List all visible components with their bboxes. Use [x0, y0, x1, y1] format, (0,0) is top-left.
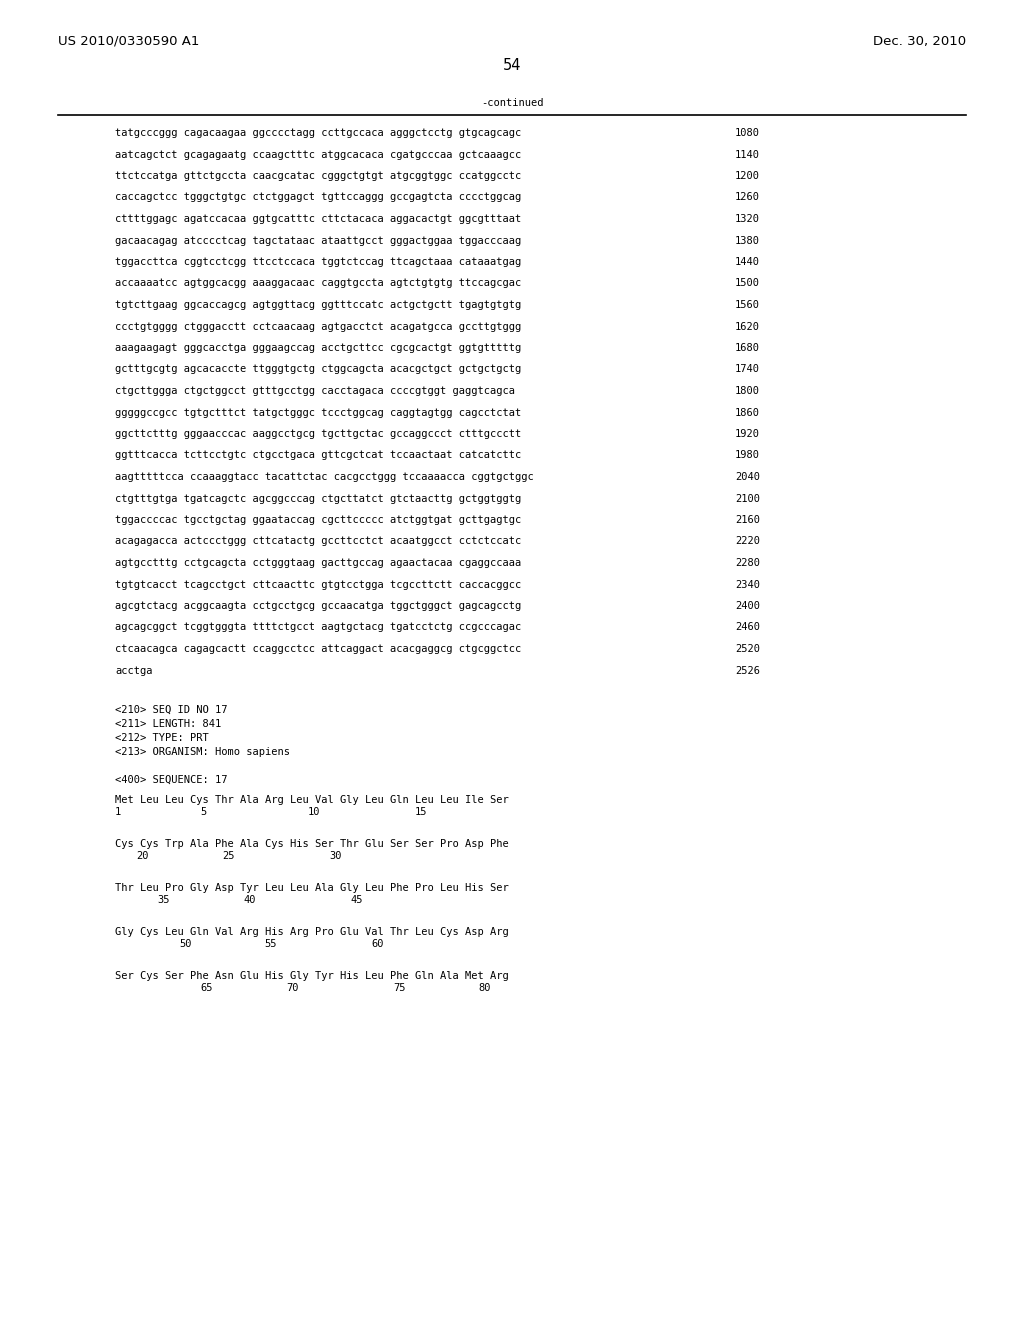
Text: 2160: 2160: [735, 515, 760, 525]
Text: ttctccatga gttctgccta caacgcatac cgggctgtgt atgcggtggc ccatggcctc: ttctccatga gttctgccta caacgcatac cgggctg…: [115, 172, 521, 181]
Text: <212> TYPE: PRT: <212> TYPE: PRT: [115, 733, 209, 743]
Text: tatgcccggg cagacaagaa ggcccctagg ccttgccaca agggctcctg gtgcagcagc: tatgcccggg cagacaagaa ggcccctagg ccttgcc…: [115, 128, 521, 139]
Text: 45: 45: [350, 895, 362, 906]
Text: 1740: 1740: [735, 364, 760, 375]
Text: 54: 54: [503, 58, 521, 73]
Text: 1080: 1080: [735, 128, 760, 139]
Text: 2340: 2340: [735, 579, 760, 590]
Text: 1560: 1560: [735, 300, 760, 310]
Text: agcagcggct tcggtgggta ttttctgcct aagtgctacg tgatcctctg ccgcccagac: agcagcggct tcggtgggta ttttctgcct aagtgct…: [115, 623, 521, 632]
Text: US 2010/0330590 A1: US 2010/0330590 A1: [58, 36, 200, 48]
Text: 1320: 1320: [735, 214, 760, 224]
Text: 80: 80: [479, 983, 492, 993]
Text: ctgcttggga ctgctggcct gtttgcctgg cacctagaca ccccgtggt gaggtcagca: ctgcttggga ctgctggcct gtttgcctgg cacctag…: [115, 385, 515, 396]
Text: accaaaatcc agtggcacgg aaaggacaac caggtgccta agtctgtgtg ttccagcgac: accaaaatcc agtggcacgg aaaggacaac caggtgc…: [115, 279, 521, 289]
Text: 35: 35: [158, 895, 170, 906]
Text: 2526: 2526: [735, 665, 760, 676]
Text: 2280: 2280: [735, 558, 760, 568]
Text: aatcagctct gcagagaatg ccaagctttc atggcacaca cgatgcccaa gctcaaagcc: aatcagctct gcagagaatg ccaagctttc atggcac…: [115, 149, 521, 160]
Text: Cys Cys Trp Ala Phe Ala Cys His Ser Thr Glu Ser Ser Pro Asp Phe: Cys Cys Trp Ala Phe Ala Cys His Ser Thr …: [115, 840, 509, 849]
Text: 1920: 1920: [735, 429, 760, 440]
Text: 2220: 2220: [735, 536, 760, 546]
Text: Gly Cys Leu Gln Val Arg His Arg Pro Glu Val Thr Leu Cys Asp Arg: Gly Cys Leu Gln Val Arg His Arg Pro Glu …: [115, 927, 509, 937]
Text: 70: 70: [286, 983, 299, 993]
Text: gacaacagag atcccctcag tagctataac ataattgcct gggactggaa tggacccaag: gacaacagag atcccctcag tagctataac ataattg…: [115, 235, 521, 246]
Text: 1980: 1980: [735, 450, 760, 461]
Text: ctgtttgtga tgatcagctc agcggcccag ctgcttatct gtctaacttg gctggtggtg: ctgtttgtga tgatcagctc agcggcccag ctgctta…: [115, 494, 521, 503]
Text: 25: 25: [222, 851, 234, 861]
Text: acctga: acctga: [115, 665, 153, 676]
Text: aagtttttcca ccaaaggtacc tacattctac cacgcctggg tccaaaacca cggtgctggc: aagtttttcca ccaaaggtacc tacattctac cacgc…: [115, 473, 534, 482]
Text: 15: 15: [415, 807, 427, 817]
Text: agcgtctacg acggcaagta cctgcctgcg gccaacatga tggctgggct gagcagcctg: agcgtctacg acggcaagta cctgcctgcg gccaaca…: [115, 601, 521, 611]
Text: 1500: 1500: [735, 279, 760, 289]
Text: 2400: 2400: [735, 601, 760, 611]
Text: 1: 1: [115, 807, 121, 817]
Text: ggcttctttg gggaacccac aaggcctgcg tgcttgctac gccaggccct ctttgccctt: ggcttctttg gggaacccac aaggcctgcg tgcttgc…: [115, 429, 521, 440]
Text: tggaccttca cggtcctcgg ttcctccaca tggtctccag ttcagctaaa cataaatgag: tggaccttca cggtcctcgg ttcctccaca tggtctc…: [115, 257, 521, 267]
Text: 1440: 1440: [735, 257, 760, 267]
Text: 40: 40: [244, 895, 256, 906]
Text: aaagaagagt gggcacctga gggaagccag acctgcttcc cgcgcactgt ggtgtttttg: aaagaagagt gggcacctga gggaagccag acctgct…: [115, 343, 521, 352]
Text: 2040: 2040: [735, 473, 760, 482]
Text: -continued: -continued: [480, 98, 544, 108]
Text: 2100: 2100: [735, 494, 760, 503]
Text: gctttgcgtg agcacaccte ttgggtgctg ctggcagcta acacgctgct gctgctgctg: gctttgcgtg agcacaccte ttgggtgctg ctggcag…: [115, 364, 521, 375]
Text: 60: 60: [372, 939, 384, 949]
Text: ccctgtgggg ctgggacctt cctcaacaag agtgacctct acagatgcca gccttgtggg: ccctgtgggg ctgggacctt cctcaacaag agtgacc…: [115, 322, 521, 331]
Text: <400> SEQUENCE: 17: <400> SEQUENCE: 17: [115, 775, 227, 785]
Text: <210> SEQ ID NO 17: <210> SEQ ID NO 17: [115, 705, 227, 715]
Text: <213> ORGANISM: Homo sapiens: <213> ORGANISM: Homo sapiens: [115, 747, 290, 756]
Text: caccagctcc tgggctgtgc ctctggagct tgttccaggg gccgagtcta cccctggcag: caccagctcc tgggctgtgc ctctggagct tgttcca…: [115, 193, 521, 202]
Text: 1200: 1200: [735, 172, 760, 181]
Text: 65: 65: [201, 983, 213, 993]
Text: 55: 55: [265, 939, 278, 949]
Text: 1140: 1140: [735, 149, 760, 160]
Text: 1860: 1860: [735, 408, 760, 417]
Text: 2520: 2520: [735, 644, 760, 653]
Text: tgtgtcacct tcagcctgct cttcaacttc gtgtcctgga tcgccttctt caccacggcc: tgtgtcacct tcagcctgct cttcaacttc gtgtcct…: [115, 579, 521, 590]
Text: 1380: 1380: [735, 235, 760, 246]
Text: 75: 75: [393, 983, 406, 993]
Text: 50: 50: [179, 939, 191, 949]
Text: Thr Leu Pro Gly Asp Tyr Leu Leu Ala Gly Leu Phe Pro Leu His Ser: Thr Leu Pro Gly Asp Tyr Leu Leu Ala Gly …: [115, 883, 509, 894]
Text: 2460: 2460: [735, 623, 760, 632]
Text: gggggccgcc tgtgctttct tatgctgggc tccctggcag caggtagtgg cagcctctat: gggggccgcc tgtgctttct tatgctgggc tccctgg…: [115, 408, 521, 417]
Text: Met Leu Leu Cys Thr Ala Arg Leu Val Gly Leu Gln Leu Leu Ile Ser: Met Leu Leu Cys Thr Ala Arg Leu Val Gly …: [115, 795, 509, 805]
Text: tggaccccac tgcctgctag ggaataccag cgcttccccc atctggtgat gcttgagtgc: tggaccccac tgcctgctag ggaataccag cgcttcc…: [115, 515, 521, 525]
Text: 1260: 1260: [735, 193, 760, 202]
Text: 1620: 1620: [735, 322, 760, 331]
Text: ctcaacagca cagagcactt ccaggcctcc attcaggact acacgaggcg ctgcggctcc: ctcaacagca cagagcactt ccaggcctcc attcagg…: [115, 644, 521, 653]
Text: 5: 5: [201, 807, 207, 817]
Text: agtgcctttg cctgcagcta cctgggtaag gacttgccag agaactacaa cgaggccaaa: agtgcctttg cctgcagcta cctgggtaag gacttgc…: [115, 558, 521, 568]
Text: 1800: 1800: [735, 385, 760, 396]
Text: tgtcttgaag ggcaccagcg agtggttacg ggtttccatc actgctgctt tgagtgtgtg: tgtcttgaag ggcaccagcg agtggttacg ggtttcc…: [115, 300, 521, 310]
Text: cttttggagc agatccacaa ggtgcatttc cttctacaca aggacactgt ggcgtttaat: cttttggagc agatccacaa ggtgcatttc cttctac…: [115, 214, 521, 224]
Text: 1680: 1680: [735, 343, 760, 352]
Text: Ser Cys Ser Phe Asn Glu His Gly Tyr His Leu Phe Gln Ala Met Arg: Ser Cys Ser Phe Asn Glu His Gly Tyr His …: [115, 972, 509, 981]
Text: <211> LENGTH: 841: <211> LENGTH: 841: [115, 719, 221, 729]
Text: 30: 30: [329, 851, 341, 861]
Text: 20: 20: [136, 851, 148, 861]
Text: Dec. 30, 2010: Dec. 30, 2010: [872, 36, 966, 48]
Text: 10: 10: [307, 807, 321, 817]
Text: acagagacca actccctggg cttcatactg gccttcctct acaatggcct cctctccatc: acagagacca actccctggg cttcatactg gccttcc…: [115, 536, 521, 546]
Text: ggtttcacca tcttcctgtc ctgcctgaca gttcgctcat tccaactaat catcatcttc: ggtttcacca tcttcctgtc ctgcctgaca gttcgct…: [115, 450, 521, 461]
